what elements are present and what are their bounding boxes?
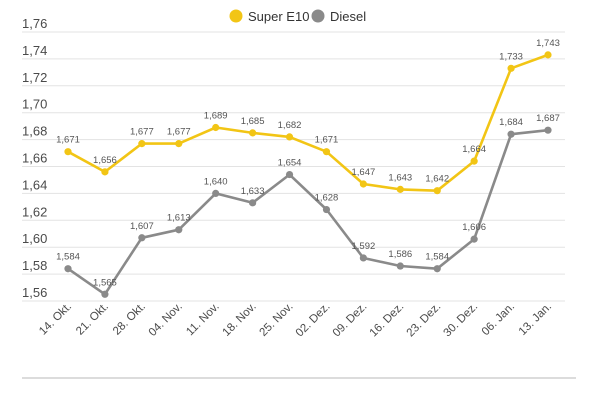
y-tick-label: 1,76 (22, 16, 47, 31)
legend-marker-super-e10 (229, 9, 243, 23)
data-label-diesel: 1,613 (167, 213, 191, 224)
data-label-diesel: 1,654 (278, 158, 302, 169)
x-tick-label: 25. Nov. (257, 301, 295, 339)
data-label-super-e10: 1,642 (425, 174, 449, 185)
data-point-diesel (396, 262, 404, 270)
x-tick-label: 18. Nov. (221, 301, 259, 339)
y-axis: 1,56 1,58 1,60 1,62 1,64 1,66 1,68 1,70 1,72 1,74… (22, 16, 47, 300)
x-tick-label: 04. Nov. (147, 301, 185, 339)
data-label-diesel: 1,584 (425, 252, 449, 263)
data-label-super-e10: 1,677 (167, 127, 191, 138)
x-tick-label: 30. Dez. (442, 301, 481, 340)
data-point-diesel (433, 265, 441, 273)
y-tick-label: 1,64 (22, 177, 47, 192)
data-label-super-e10: 1,685 (241, 116, 265, 127)
data-point-super-e10 (322, 148, 331, 156)
data-label-diesel: 1,687 (536, 113, 560, 124)
x-tick-label: 14. Okt. (37, 301, 74, 338)
y-tick-label: 1,58 (22, 258, 47, 273)
x-tick-label: 02. Dez. (294, 301, 333, 340)
y-tick-label: 1,66 (22, 151, 47, 166)
data-point-super-e10 (101, 168, 109, 176)
data-label-super-e10: 1,671 (56, 135, 80, 146)
data-label-super-e10: 1,656 (93, 155, 117, 166)
data-point-super-e10 (433, 187, 441, 195)
legend-label-super-e10: Super E10 (248, 9, 309, 24)
data-point-diesel (507, 130, 515, 138)
data-point-super-e10 (544, 51, 552, 59)
data-label-diesel: 1,584 (56, 252, 80, 263)
legend-label-diesel: Diesel (330, 9, 366, 24)
data-label-diesel: 1,586 (388, 249, 412, 260)
data-point-super-e10 (359, 180, 367, 188)
data-point-diesel (212, 189, 220, 197)
x-tick-label: 06. Jan. (480, 301, 517, 338)
data-label-super-e10: 1,671 (315, 135, 339, 146)
data-label-diesel: 1,592 (351, 241, 375, 252)
x-tick-label: 23. Dez. (405, 301, 444, 340)
data-point-diesel (285, 170, 294, 179)
data-label-super-e10: 1,733 (499, 51, 523, 62)
data-point-super-e10 (396, 185, 404, 193)
legend-marker-diesel (311, 9, 325, 23)
data-point-super-e10 (470, 157, 478, 165)
data-point-diesel (175, 226, 183, 234)
x-tick-label: 21. Okt. (74, 301, 111, 338)
series-line-super-e10 (67, 53, 549, 192)
data-point-diesel (322, 205, 331, 214)
data-point-super-e10 (212, 123, 220, 132)
data-point-super-e10 (285, 133, 294, 141)
data-point-diesel (138, 234, 146, 242)
x-tick-label: 28. Okt. (111, 301, 148, 338)
data-point-diesel (359, 254, 367, 262)
x-axis: 14. Okt. 21. Okt. 28. Okt.04. Nov. 11. Nov.… (37, 301, 554, 340)
data-point-super-e10 (64, 148, 72, 156)
data-point-super-e10 (507, 64, 515, 72)
x-tick-label: 11. Nov. (184, 301, 222, 339)
data-label-diesel: 1,684 (499, 117, 523, 128)
y-tick-label: 1,74 (22, 43, 47, 58)
data-label-super-e10: 1,677 (130, 127, 154, 138)
data-point-diesel (544, 126, 552, 134)
y-tick-label: 1,56 (22, 285, 47, 300)
data-label-diesel: 1,640 (204, 176, 228, 187)
data-point-super-e10 (138, 140, 146, 148)
data-point-diesel (249, 199, 257, 207)
y-tick-label: 1,70 (22, 97, 47, 112)
data-label-super-e10: 1,647 (351, 167, 375, 178)
data-label-diesel: 1,565 (93, 277, 117, 288)
data-label-diesel: 1,628 (315, 193, 339, 204)
data-point-diesel (470, 235, 478, 243)
data-label-diesel: 1,633 (241, 186, 265, 197)
series-layer: 1,671 1,656 1,677 1,677 1,689 1,685 1,682 1,671… (56, 38, 560, 298)
data-point-super-e10 (249, 129, 257, 137)
data-label-diesel: 1,607 (130, 221, 154, 232)
x-tick-label: 13. Jan. (517, 301, 554, 338)
data-label-super-e10: 1,743 (536, 38, 560, 49)
y-tick-label: 1,72 (22, 70, 47, 85)
y-tick-label: 1,60 (22, 231, 47, 246)
x-tick-label: 09. Dez. (331, 301, 370, 340)
data-label-diesel: 1,606 (462, 222, 486, 233)
data-point-diesel (101, 290, 109, 298)
data-label-super-e10: 1,643 (388, 172, 412, 183)
y-tick-label: 1,62 (22, 204, 47, 219)
data-point-super-e10 (175, 140, 183, 148)
series-line-diesel (67, 128, 549, 296)
y-tick-label: 1,68 (22, 124, 47, 139)
legend: Super E10 Diesel (229, 9, 366, 24)
data-label-super-e10: 1,689 (204, 110, 228, 121)
data-label-super-e10: 1,682 (278, 120, 302, 131)
data-point-diesel (64, 265, 72, 273)
x-tick-label: 16. Dez. (368, 301, 407, 340)
data-label-super-e10: 1,664 (462, 144, 486, 155)
